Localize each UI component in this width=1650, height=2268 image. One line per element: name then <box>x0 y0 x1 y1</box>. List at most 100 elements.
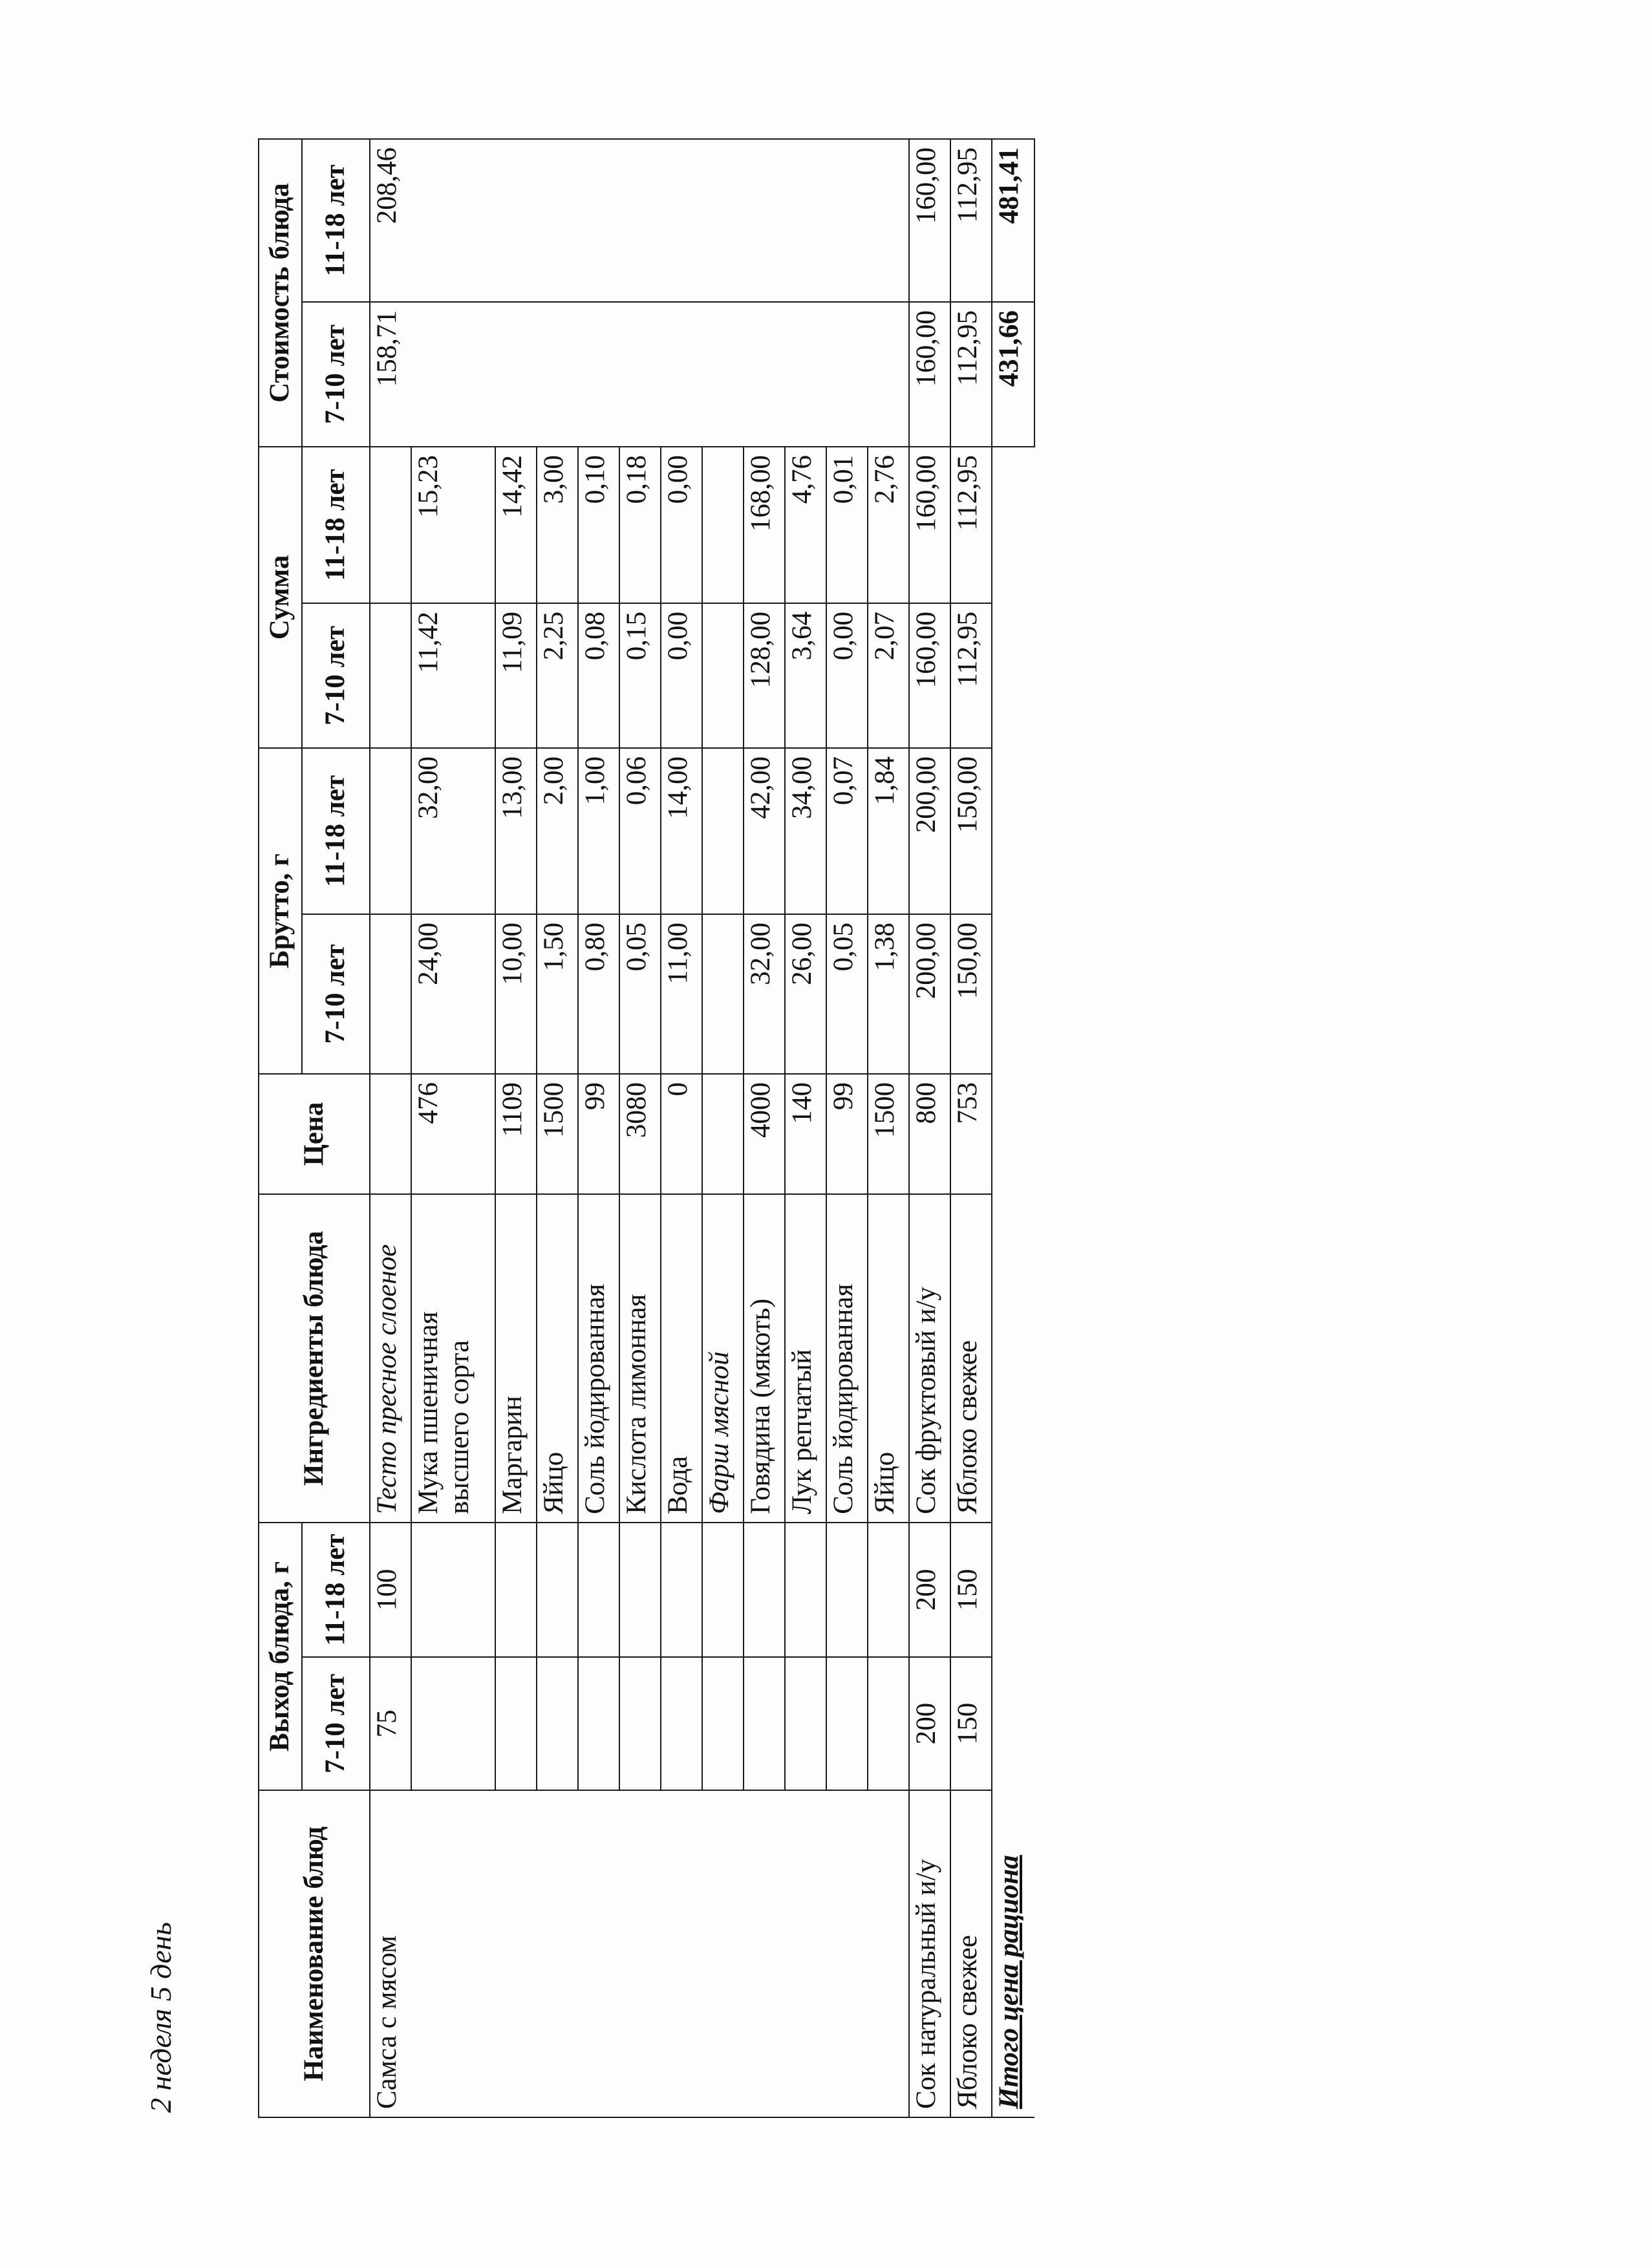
yield-11-18 <box>744 1523 785 1657</box>
yield-7-10 <box>744 1657 785 1790</box>
sum-11-18: 4,76 <box>785 446 826 603</box>
ingredient-price: 800 <box>909 1074 950 1194</box>
total-cost-11-18: 481,41 <box>992 138 1034 302</box>
ingredient-name: Яйцо <box>868 1194 909 1523</box>
sum-7-10: 0,15 <box>619 603 661 748</box>
sum-7-10 <box>370 603 411 748</box>
yield-11-18 <box>619 1523 661 1657</box>
ingredient-name: Маргарин <box>495 1194 537 1523</box>
header-yield-7-10: 7-10 лет <box>302 1657 370 1790</box>
yield-11-18 <box>578 1523 619 1657</box>
ingredient-price: 753 <box>950 1074 992 1194</box>
header-yield-11-18: 11-18 лет <box>302 1523 370 1657</box>
header-yield: Выход блюда, г <box>259 1523 302 1790</box>
ingredient-name: Лук репчатый <box>785 1194 826 1523</box>
yield-7-10: 150 <box>950 1657 992 1790</box>
ingredient-price: 3080 <box>619 1074 661 1194</box>
sum-11-18 <box>370 446 411 603</box>
brutto-7-10: 1,38 <box>868 914 909 1074</box>
total-cost-7-10: 431,66 <box>992 301 1034 447</box>
ingredient-name: Соль йодированная <box>826 1194 868 1523</box>
brutto-7-10: 150,00 <box>950 914 992 1074</box>
sum-7-10: 0,00 <box>826 603 868 748</box>
dish-name: Яблоко свежее <box>950 1790 992 2117</box>
header-brutto-7-10: 7-10 лет <box>302 914 370 1074</box>
ingredient-name: Яйцо <box>537 1194 578 1523</box>
header-brutto-11-18: 11-18 лет <box>302 747 370 914</box>
sum-11-18: 160,00 <box>909 446 950 603</box>
header-row-1: Наименование блюд Выход блюда, г Ингреди… <box>259 138 370 2117</box>
sum-11-18: 0,01 <box>826 446 868 603</box>
ingredient-name: Мука пшеничная высшего сорта <box>411 1194 495 1523</box>
ingredient-price <box>702 1074 744 1194</box>
yield-7-10: 200 <box>909 1657 950 1790</box>
brutto-11-18 <box>370 747 411 914</box>
cost-11-18: 160,00 <box>909 138 950 302</box>
sum-7-10: 11,09 <box>495 603 537 748</box>
page-caption: 2 неделя 5 день <box>144 1921 177 2113</box>
yield-11-18 <box>537 1523 578 1657</box>
yield-7-10 <box>826 1657 868 1790</box>
sum-11-18: 3,00 <box>537 446 578 603</box>
yield-7-10 <box>537 1657 578 1790</box>
ingredient-name: Говядина (мякоть) <box>744 1194 785 1523</box>
brutto-7-10: 11,00 <box>661 914 702 1074</box>
yield-7-10: 75 <box>370 1657 411 1790</box>
brutto-7-10: 24,00 <box>411 914 495 1074</box>
brutto-7-10: 1,50 <box>537 914 578 1074</box>
brutto-7-10: 0,80 <box>578 914 619 1074</box>
ingredient-price: 476 <box>411 1074 495 1194</box>
ingredient-price: 140 <box>785 1074 826 1194</box>
dish-name: Сок натуральный и/у <box>909 1790 950 2117</box>
table-row: Самса с мясом 75 100 Тесто пресное слоеное 1… <box>370 138 909 2117</box>
sum-7-10: 160,00 <box>909 603 950 748</box>
sum-7-10: 0,00 <box>661 603 702 748</box>
yield-11-18 <box>411 1523 495 1657</box>
brutto-11-18: 34,00 <box>785 747 826 914</box>
sum-11-18: 0,18 <box>619 446 661 603</box>
sum-11-18: 15,23 <box>411 446 495 603</box>
brutto-7-10 <box>702 914 744 1074</box>
ingredient-price <box>370 1074 411 1194</box>
header-sum: Сумма <box>259 446 302 748</box>
header-sum-7-10: 7-10 лет <box>302 603 370 748</box>
yield-11-18 <box>661 1523 702 1657</box>
ingredient-name: Кислота лимонная <box>619 1194 661 1523</box>
brutto-11-18: 13,00 <box>495 747 537 914</box>
sum-7-10: 3,64 <box>785 603 826 748</box>
sum-7-10 <box>702 603 744 748</box>
header-sum-11-18: 11-18 лет <box>302 446 370 603</box>
yield-7-10 <box>411 1657 495 1790</box>
cost-11-18: 112,95 <box>950 138 992 302</box>
yield-11-18: 200 <box>909 1523 950 1657</box>
yield-7-10 <box>702 1657 744 1790</box>
cost-7-10: 158,71 <box>370 301 909 447</box>
sum-11-18: 2,76 <box>868 446 909 603</box>
brutto-11-18: 0,06 <box>619 747 661 914</box>
cost-7-10: 112,95 <box>950 301 992 447</box>
ingredient-price: 1500 <box>537 1074 578 1194</box>
brutto-11-18: 0,07 <box>826 747 868 914</box>
sum-11-18: 0,00 <box>661 446 702 603</box>
ingredient-name: Фарш мясной <box>702 1194 744 1523</box>
ingredient-price: 1109 <box>495 1074 537 1194</box>
brutto-11-18: 200,00 <box>909 747 950 914</box>
yield-11-18 <box>495 1523 537 1657</box>
brutto-7-10: 200,00 <box>909 914 950 1074</box>
sum-11-18: 168,00 <box>744 446 785 603</box>
brutto-7-10 <box>370 914 411 1074</box>
header-cost: Стоимость блюда <box>259 138 302 447</box>
sum-11-18: 112,95 <box>950 446 992 603</box>
brutto-11-18: 32,00 <box>411 747 495 914</box>
brutto-11-18: 150,00 <box>950 747 992 914</box>
ingredient-name: Сок фруктовый и/у <box>909 1194 950 1523</box>
dish-name: Самса с мясом <box>370 1790 909 2117</box>
ingredient-price: 99 <box>578 1074 619 1194</box>
ingredient-price: 1500 <box>868 1074 909 1194</box>
brutto-11-18 <box>702 747 744 914</box>
sum-7-10: 2,07 <box>868 603 909 748</box>
yield-7-10 <box>578 1657 619 1790</box>
ingredient-name: Яблоко свежее <box>950 1194 992 1523</box>
ingredient-name: Соль йодированная <box>578 1194 619 1523</box>
ingredient-price: 4000 <box>744 1074 785 1194</box>
